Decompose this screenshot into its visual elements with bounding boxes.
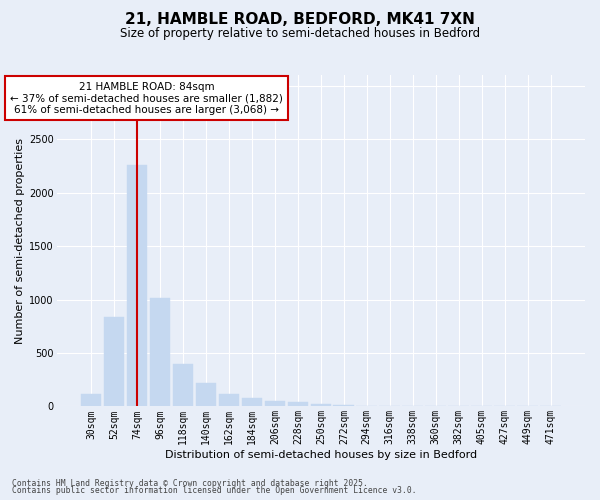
- Bar: [149, 298, 170, 406]
- Text: 21 HAMBLE ROAD: 84sqm
← 37% of semi-detached houses are smaller (1,882)
61% of s: 21 HAMBLE ROAD: 84sqm ← 37% of semi-deta…: [10, 82, 283, 115]
- Bar: [287, 402, 308, 406]
- Bar: [242, 398, 262, 406]
- Y-axis label: Number of semi-detached properties: Number of semi-detached properties: [15, 138, 25, 344]
- X-axis label: Distribution of semi-detached houses by size in Bedford: Distribution of semi-detached houses by …: [165, 450, 477, 460]
- Bar: [196, 384, 216, 406]
- Bar: [104, 316, 124, 406]
- Bar: [311, 404, 331, 406]
- Bar: [218, 394, 239, 406]
- Bar: [81, 394, 101, 406]
- Text: Contains public sector information licensed under the Open Government Licence v3: Contains public sector information licen…: [12, 486, 416, 495]
- Bar: [265, 400, 285, 406]
- Text: 21, HAMBLE ROAD, BEDFORD, MK41 7XN: 21, HAMBLE ROAD, BEDFORD, MK41 7XN: [125, 12, 475, 28]
- Text: Contains HM Land Registry data © Crown copyright and database right 2025.: Contains HM Land Registry data © Crown c…: [12, 478, 368, 488]
- Text: Size of property relative to semi-detached houses in Bedford: Size of property relative to semi-detach…: [120, 28, 480, 40]
- Bar: [127, 165, 148, 406]
- Bar: [173, 364, 193, 406]
